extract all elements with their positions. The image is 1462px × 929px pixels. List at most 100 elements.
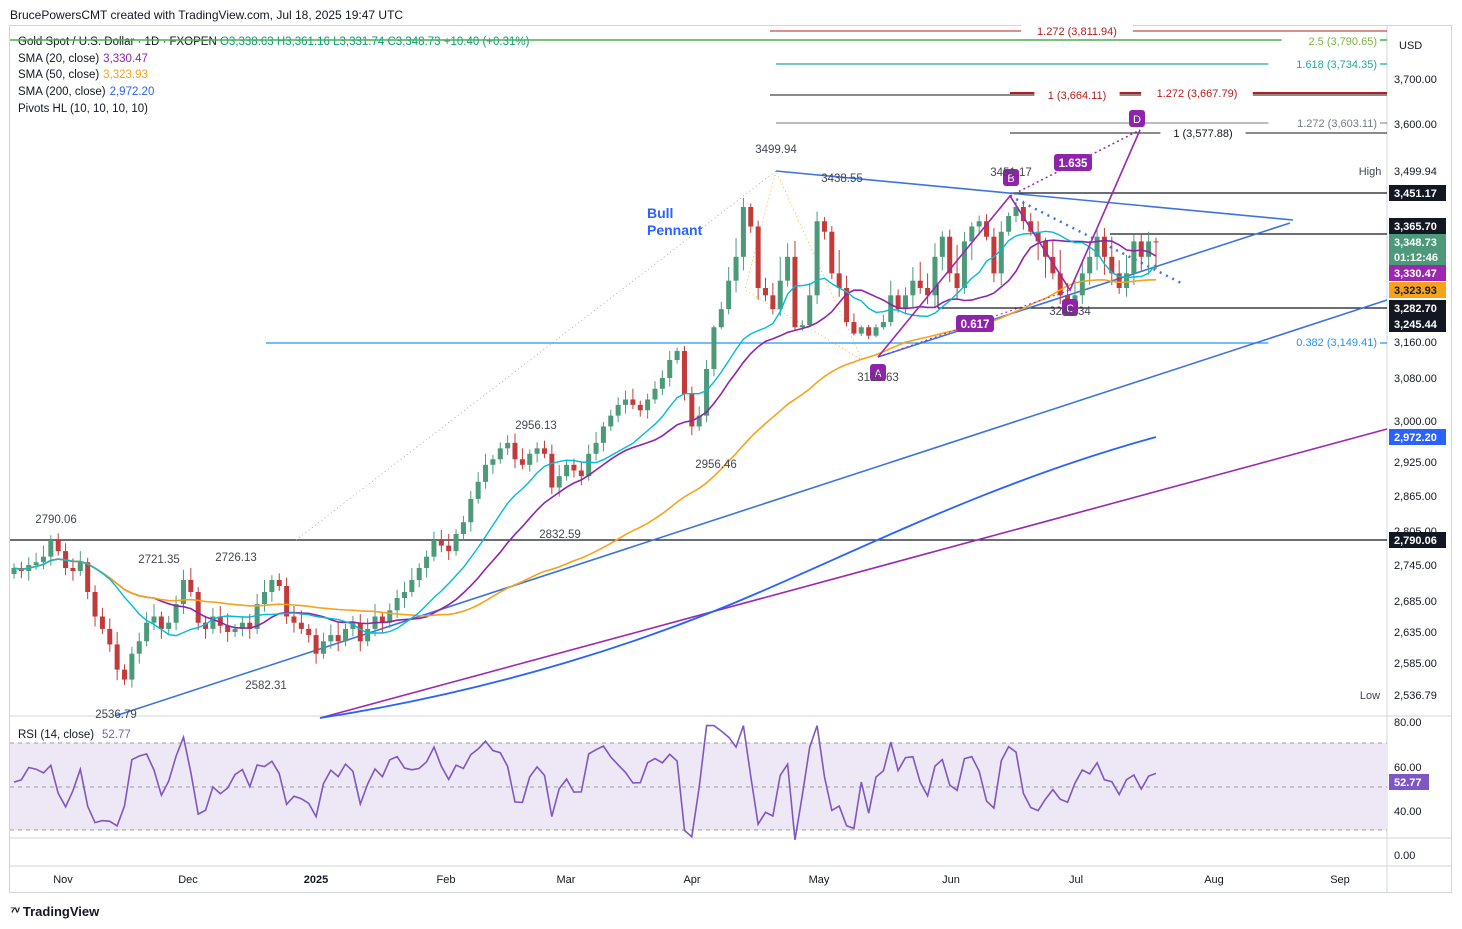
- candle-body[interactable]: [306, 628, 312, 636]
- candle-body[interactable]: [1020, 207, 1026, 222]
- candle-body[interactable]: [534, 448, 540, 454]
- candle-body[interactable]: [704, 369, 710, 416]
- candle-body[interactable]: [343, 628, 349, 642]
- candle-body[interactable]: [939, 236, 945, 257]
- candle-body[interactable]: [203, 622, 209, 629]
- candle-body[interactable]: [1101, 236, 1107, 257]
- candle-body[interactable]: [431, 540, 437, 557]
- candle-body[interactable]: [269, 580, 275, 592]
- candle-body[interactable]: [976, 221, 982, 227]
- candle-body[interactable]: [925, 287, 931, 296]
- candle-body[interactable]: [910, 280, 916, 296]
- candle-body[interactable]: [873, 327, 879, 336]
- candle-body[interactable]: [416, 568, 422, 580]
- candle-body[interactable]: [468, 498, 474, 523]
- candle-body[interactable]: [11, 568, 17, 574]
- candle-body[interactable]: [320, 641, 326, 654]
- candle-body[interactable]: [1124, 273, 1130, 288]
- candle-body[interactable]: [947, 236, 953, 274]
- candle-body[interactable]: [991, 236, 997, 274]
- candle-body[interactable]: [173, 604, 179, 623]
- candle-body[interactable]: [866, 327, 872, 336]
- candle-body[interactable]: [777, 280, 783, 310]
- candle-body[interactable]: [409, 580, 415, 592]
- candle-body[interactable]: [424, 556, 430, 568]
- candle-body[interactable]: [586, 453, 592, 477]
- sma200-line[interactable]: [319, 436, 1157, 719]
- candle-body[interactable]: [689, 394, 695, 427]
- candle-body[interactable]: [114, 644, 120, 670]
- candle-body[interactable]: [917, 280, 923, 288]
- candle-body[interactable]: [1131, 241, 1137, 274]
- candle-body[interactable]: [85, 562, 91, 592]
- dotted-trendline[interactable]: [1009, 194, 1184, 286]
- candle-body[interactable]: [122, 669, 128, 680]
- candle-body[interactable]: [92, 592, 98, 617]
- candle-body[interactable]: [225, 625, 231, 632]
- candle-body[interactable]: [755, 226, 761, 288]
- candle-body[interactable]: [1050, 256, 1056, 274]
- candle-body[interactable]: [836, 273, 842, 288]
- candle-body[interactable]: [519, 459, 525, 465]
- candle-body[interactable]: [188, 580, 194, 592]
- candle-body[interactable]: [1013, 207, 1019, 216]
- sma20-line[interactable]: [13, 239, 1157, 629]
- candle-body[interactable]: [291, 616, 297, 623]
- candle-body[interactable]: [770, 295, 776, 310]
- candle-body[interactable]: [475, 481, 481, 499]
- candle-body[interactable]: [166, 622, 172, 629]
- candle-body[interactable]: [357, 622, 363, 642]
- candle-body[interactable]: [77, 562, 83, 571]
- candle-body[interactable]: [497, 448, 503, 460]
- candle-body[interactable]: [1035, 231, 1041, 242]
- lower-trendline[interactable]: [114, 299, 1388, 717]
- candle-body[interactable]: [608, 415, 614, 427]
- candle-body[interactable]: [895, 295, 901, 310]
- candle-body[interactable]: [298, 622, 304, 629]
- teal-average-line[interactable]: [13, 230, 1157, 637]
- candle-body[interactable]: [792, 256, 798, 328]
- candle-body[interactable]: [637, 404, 643, 411]
- candle-body[interactable]: [711, 327, 717, 369]
- candle-body[interactable]: [858, 327, 864, 334]
- candle-body[interactable]: [1042, 241, 1048, 257]
- candle-body[interactable]: [726, 280, 732, 310]
- candle-body[interactable]: [335, 635, 341, 642]
- candle-body[interactable]: [829, 231, 835, 274]
- candle-body[interactable]: [232, 628, 238, 632]
- candle-body[interactable]: [1057, 273, 1063, 296]
- candle-body[interactable]: [247, 622, 253, 629]
- pivots-row[interactable]: Pivots HL (10, 10, 10, 10): [18, 101, 529, 118]
- candle-body[interactable]: [453, 534, 459, 552]
- candle-body[interactable]: [623, 399, 629, 405]
- candle-body[interactable]: [615, 404, 621, 416]
- candle-body[interactable]: [1079, 273, 1085, 296]
- candle-body[interactable]: [630, 399, 636, 405]
- candle-body[interactable]: [549, 453, 555, 488]
- candle-body[interactable]: [814, 221, 820, 296]
- candle-body[interactable]: [696, 415, 702, 427]
- symbol-row[interactable]: Gold Spot / U.S. Dollar · 1D · FXOPEN O3…: [18, 34, 529, 51]
- candle-body[interactable]: [483, 464, 489, 482]
- candle-body[interactable]: [1028, 221, 1034, 232]
- candle-body[interactable]: [799, 325, 805, 328]
- candle-body[interactable]: [571, 464, 577, 471]
- sma20-row[interactable]: SMA (20, close) 3,330.47: [18, 51, 529, 68]
- candle-body[interactable]: [652, 388, 658, 400]
- candle-body[interactable]: [195, 592, 201, 623]
- candle-body[interactable]: [527, 453, 533, 465]
- candle-body[interactable]: [748, 207, 754, 227]
- candle-body[interactable]: [40, 556, 46, 563]
- candle-body[interactable]: [880, 322, 886, 328]
- candle-body[interactable]: [902, 295, 908, 310]
- candle-body[interactable]: [1006, 216, 1012, 232]
- candle-body[interactable]: [490, 459, 496, 465]
- candle-body[interactable]: [505, 442, 511, 449]
- candle-body[interactable]: [55, 540, 61, 552]
- candle-body[interactable]: [600, 426, 606, 443]
- candle-body[interactable]: [387, 610, 393, 623]
- candle-body[interactable]: [556, 476, 562, 488]
- candle-body[interactable]: [821, 221, 827, 232]
- pennant-upper-line[interactable]: [775, 170, 1294, 221]
